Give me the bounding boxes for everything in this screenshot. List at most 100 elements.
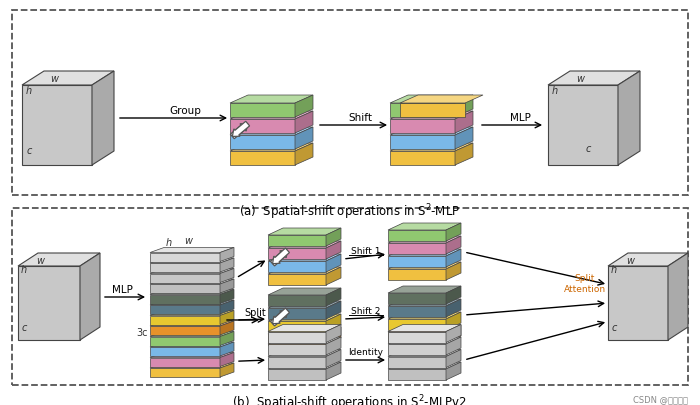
Polygon shape [150, 284, 220, 293]
Polygon shape [230, 144, 313, 151]
Polygon shape [220, 248, 234, 262]
Polygon shape [150, 326, 220, 335]
Polygon shape [150, 368, 220, 377]
Text: 3c: 3c [136, 327, 148, 337]
Polygon shape [446, 286, 461, 304]
Polygon shape [268, 228, 341, 235]
Polygon shape [326, 228, 341, 246]
Polygon shape [388, 224, 461, 230]
Text: c: c [586, 144, 592, 153]
Polygon shape [400, 96, 483, 104]
Polygon shape [446, 325, 461, 343]
Polygon shape [150, 305, 220, 314]
Polygon shape [388, 230, 446, 241]
Polygon shape [220, 332, 234, 345]
Polygon shape [390, 144, 473, 151]
Polygon shape [220, 290, 234, 304]
Text: CSDN @我悟了一: CSDN @我悟了一 [633, 394, 688, 403]
Polygon shape [390, 151, 455, 166]
Polygon shape [268, 314, 341, 321]
Polygon shape [326, 337, 341, 355]
Polygon shape [268, 334, 326, 345]
Polygon shape [220, 300, 234, 314]
Polygon shape [455, 96, 473, 118]
Polygon shape [268, 332, 326, 343]
Polygon shape [388, 357, 446, 368]
Polygon shape [548, 86, 618, 166]
FancyArrow shape [272, 248, 289, 264]
Polygon shape [230, 151, 295, 166]
Text: w: w [50, 74, 58, 84]
Polygon shape [150, 363, 234, 368]
Polygon shape [268, 235, 326, 246]
Text: Group: Group [169, 106, 201, 116]
Polygon shape [268, 321, 326, 332]
Polygon shape [268, 267, 341, 274]
Polygon shape [326, 288, 341, 306]
Polygon shape [22, 72, 114, 86]
Text: w: w [576, 74, 584, 84]
Polygon shape [400, 104, 465, 118]
Polygon shape [390, 136, 455, 149]
Polygon shape [268, 254, 341, 261]
Polygon shape [326, 241, 341, 259]
Polygon shape [295, 112, 313, 134]
Polygon shape [326, 314, 341, 332]
Polygon shape [230, 112, 313, 120]
FancyArrow shape [272, 308, 289, 324]
Polygon shape [388, 306, 446, 317]
Polygon shape [446, 350, 461, 368]
Polygon shape [326, 362, 341, 380]
Polygon shape [268, 274, 326, 285]
Polygon shape [446, 312, 461, 330]
Polygon shape [268, 308, 326, 319]
Polygon shape [388, 249, 461, 256]
Polygon shape [230, 96, 313, 104]
Polygon shape [326, 350, 341, 368]
Polygon shape [150, 342, 234, 347]
Polygon shape [326, 325, 341, 343]
Polygon shape [220, 269, 234, 283]
Polygon shape [150, 295, 220, 304]
Polygon shape [268, 261, 326, 272]
Polygon shape [608, 254, 688, 266]
Polygon shape [388, 325, 461, 332]
Polygon shape [80, 254, 100, 340]
Polygon shape [150, 337, 220, 345]
Polygon shape [268, 337, 341, 344]
Polygon shape [220, 342, 234, 356]
Polygon shape [446, 237, 461, 254]
Polygon shape [388, 337, 461, 344]
Polygon shape [326, 327, 341, 345]
Polygon shape [268, 369, 326, 380]
Polygon shape [446, 337, 461, 355]
Polygon shape [268, 295, 326, 306]
Polygon shape [668, 254, 688, 340]
Polygon shape [390, 128, 473, 136]
Polygon shape [388, 286, 461, 293]
Polygon shape [268, 362, 341, 369]
Polygon shape [150, 300, 234, 305]
Text: w: w [36, 256, 44, 265]
Polygon shape [268, 344, 326, 355]
Polygon shape [388, 332, 446, 343]
Text: h: h [21, 264, 27, 274]
Polygon shape [326, 267, 341, 285]
Polygon shape [268, 241, 341, 248]
Polygon shape [455, 112, 473, 134]
Polygon shape [150, 358, 220, 367]
Text: h: h [166, 238, 172, 248]
Polygon shape [446, 262, 461, 280]
Text: c: c [27, 146, 32, 156]
Polygon shape [268, 288, 341, 295]
Polygon shape [150, 279, 234, 284]
Polygon shape [388, 344, 446, 355]
Polygon shape [268, 357, 326, 368]
Text: (b)  Spatial-shift operations in S$^2$-MLPv2: (b) Spatial-shift operations in S$^2$-ML… [232, 392, 468, 405]
Polygon shape [220, 279, 234, 293]
Polygon shape [220, 353, 234, 367]
Polygon shape [388, 362, 461, 369]
Polygon shape [608, 266, 668, 340]
Polygon shape [150, 332, 234, 337]
Polygon shape [326, 254, 341, 272]
